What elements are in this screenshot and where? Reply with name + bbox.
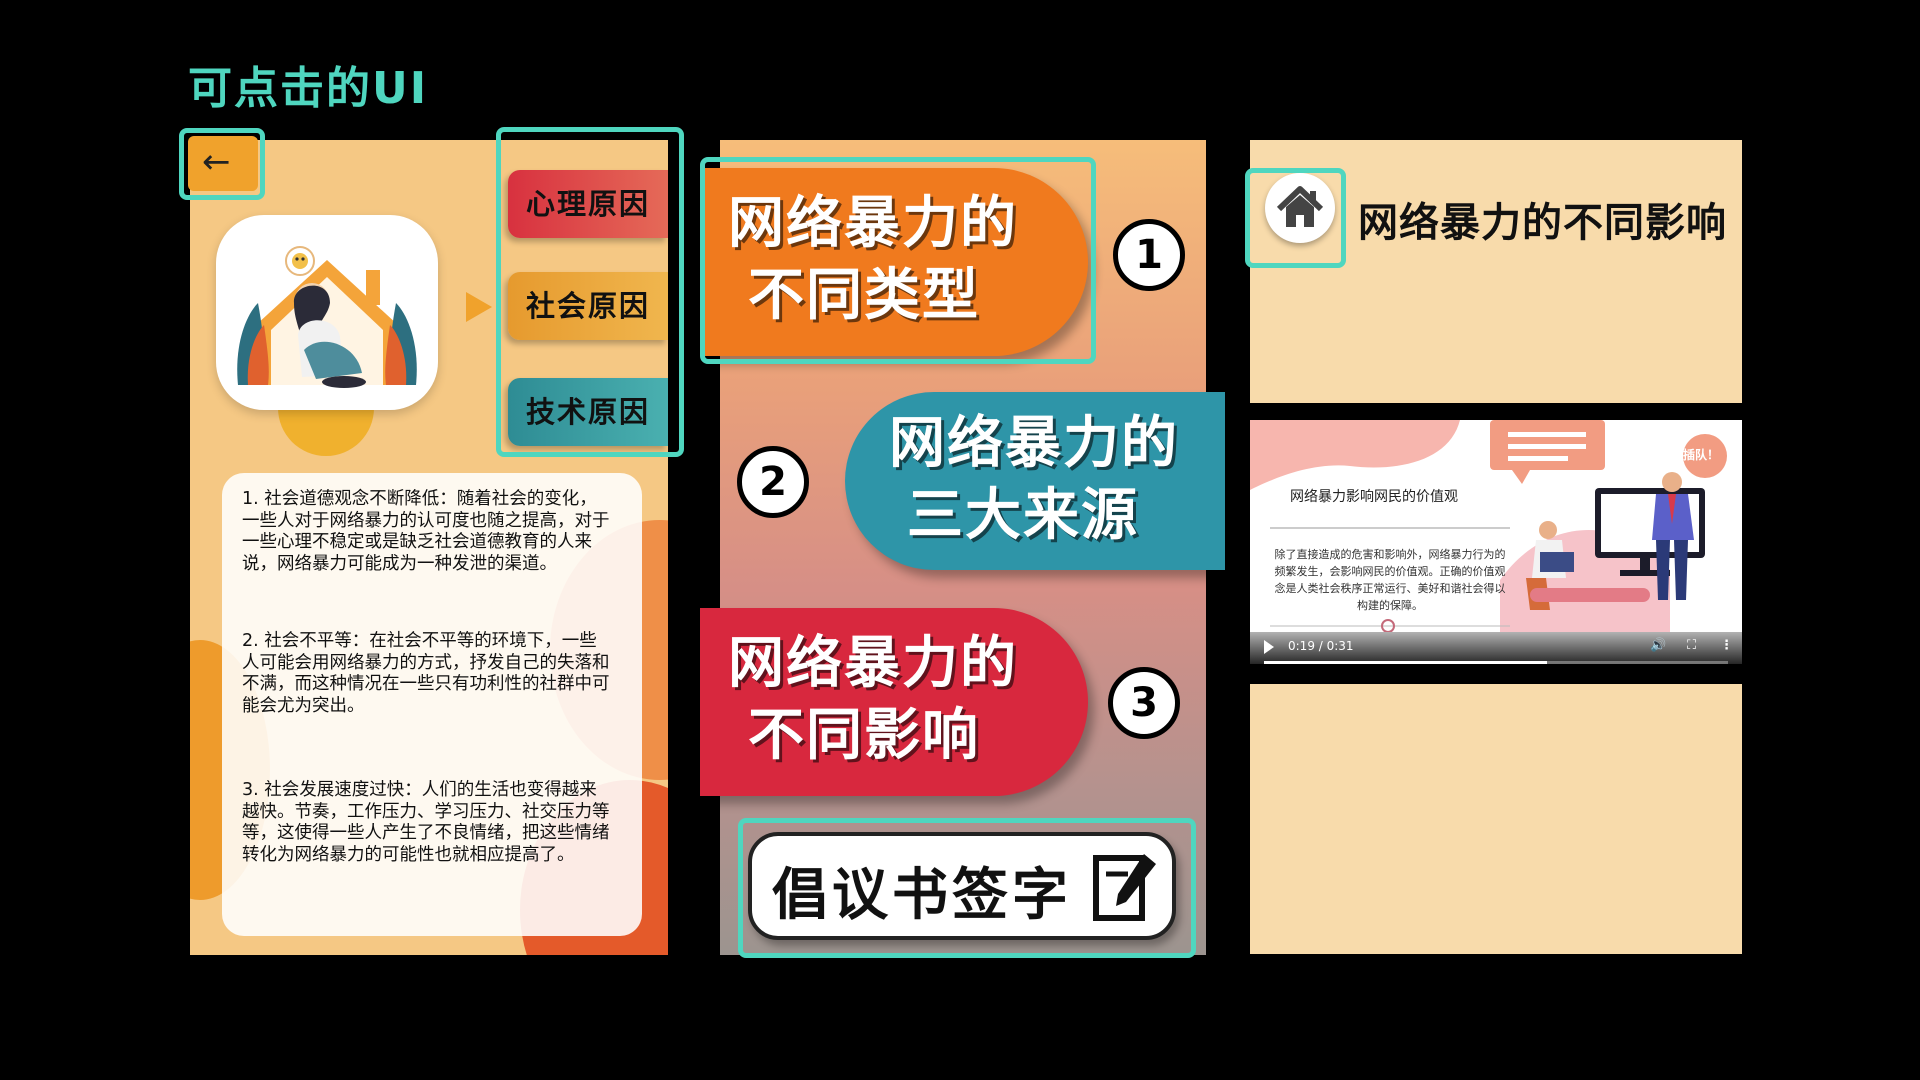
- play-icon[interactable]: [1264, 640, 1274, 654]
- progress-fill: [1264, 661, 1548, 664]
- menu-line: 网络暴力的: [728, 191, 1018, 256]
- pen-paper-icon: [1093, 854, 1156, 921]
- paragraph: 1. 社会道德观念不断降低：随着社会的变化，一些人对于网络暴力的认可度也随之提高…: [242, 489, 610, 574]
- menu-line: 三大来源: [907, 483, 1139, 548]
- technical-cause-button[interactable]: 技术原因: [508, 378, 668, 446]
- arrow-left-icon: ←: [202, 142, 231, 182]
- content-area: [1250, 684, 1742, 954]
- volume-icon[interactable]: 🔊: [1650, 638, 1667, 653]
- video-frame: [1250, 420, 1727, 632]
- number-badge: 1: [1113, 219, 1185, 291]
- impacts-title: 网络暴力的不同影响: [1358, 200, 1727, 246]
- paragraph: 3. 社会发展速度过快：人们的生活也变得越来越快。节奏，工作压力、学习压力、社交…: [242, 780, 610, 865]
- sign-button-label: 倡议书签字: [772, 863, 1072, 928]
- home-icon: [1276, 186, 1324, 227]
- back-button[interactable]: ←: [188, 136, 258, 191]
- video-player[interactable]: 插队！ 网络暴力影响网民的价值观 除了直接造成的危害和影响外，网络暴力行为的频繁…: [1250, 420, 1742, 664]
- psychological-cause-button[interactable]: 心理原因: [508, 170, 668, 238]
- sources-menu-button[interactable]: 网络暴力的 三大来源: [845, 392, 1225, 570]
- impacts-menu-button[interactable]: 网络暴力的 不同影响: [700, 608, 1088, 796]
- menu-line: 网络暴力的: [889, 411, 1179, 476]
- video-controls: 0:19 / 0:31 🔊 ⛶ ⋮: [1250, 632, 1742, 664]
- number-badge: 2: [737, 446, 809, 518]
- illustration-card: [216, 215, 438, 410]
- menu-line: 不同类型: [748, 263, 980, 328]
- sad-person-illustration: [237, 246, 417, 388]
- text-card: [222, 473, 642, 936]
- badge: 插队！: [1683, 448, 1720, 462]
- fullscreen-icon[interactable]: ⛶: [1687, 638, 1697, 653]
- slide-body: 除了直接造成的危害和影响外，网络暴力行为的频繁发生，会影响网民的价值观。正确的价…: [1274, 548, 1506, 612]
- impacts-header-panel: [1250, 140, 1742, 403]
- progress-bar[interactable]: [1264, 661, 1728, 664]
- types-menu-button[interactable]: 网络暴力的 不同类型: [700, 168, 1088, 356]
- paragraph: 2. 社会不平等：在社会不平等的环境下，一些人可能会用网络暴力的方式，抒发自己的…: [242, 631, 610, 716]
- more-options-icon[interactable]: ⋮: [1720, 638, 1733, 653]
- video-time: 0:19 / 0:31: [1288, 639, 1354, 653]
- number-badge: 3: [1108, 667, 1180, 739]
- social-cause-button[interactable]: 社会原因: [508, 272, 668, 340]
- triangle-pointer-icon: [466, 292, 492, 322]
- sign-proposal-button[interactable]: 倡议书签字: [748, 832, 1176, 940]
- menu-line: 网络暴力的: [728, 631, 1018, 696]
- menu-line: 不同影响: [748, 703, 980, 768]
- home-button[interactable]: [1265, 173, 1335, 243]
- slide-title: 网络暴力影响网民的价值观: [1290, 489, 1458, 505]
- page-title: 可点击的UI: [188, 63, 429, 114]
